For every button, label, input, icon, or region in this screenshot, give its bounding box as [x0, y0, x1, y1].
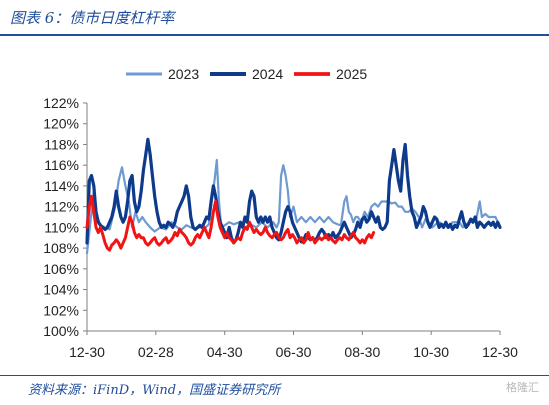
y-tick-label: 108% — [43, 240, 79, 256]
legend-label-2024: 2024 — [252, 66, 283, 82]
y-tick-label: 100% — [43, 323, 79, 339]
series-line-2025 — [85, 194, 376, 252]
y-tick-label: 120% — [43, 116, 79, 132]
chart-legend: 2023 2024 2025 — [126, 66, 367, 82]
x-tick-label: 04-30 — [207, 344, 243, 360]
x-tick-label: 06-30 — [276, 344, 312, 360]
figure-title: 图表 6：债市日度杠杆率 — [10, 9, 175, 27]
y-tick-label: 122% — [43, 95, 79, 111]
y-tick-label: 106% — [43, 261, 79, 277]
x-tick-label: 12-30 — [482, 344, 518, 360]
y-tick-label: 112% — [44, 199, 79, 215]
x-tick-label: 08-30 — [344, 344, 380, 360]
x-tick-label: 12-30 — [69, 344, 105, 360]
y-tick-label: 102% — [43, 302, 79, 318]
footer-divider — [0, 375, 549, 376]
y-tick-label: 104% — [43, 282, 79, 298]
x-axis: 12-30 02-28 04-30 06-30 08-30 10-30 12-30 — [69, 330, 518, 360]
series-line-2023 — [85, 158, 499, 255]
x-tick-label: 02-28 — [138, 344, 174, 360]
series-layer — [85, 137, 502, 255]
y-tick-label: 110% — [44, 219, 79, 235]
y-tick-label: 114% — [44, 178, 79, 194]
y-tick-label: 118% — [44, 136, 79, 152]
watermark: 格隆汇 — [506, 381, 539, 394]
y-axis: 100% 102% 104% 106% 108% 110% 112% 114% 116% 118%… — [43, 95, 88, 339]
header-divider — [0, 34, 549, 36]
legend-label-2023: 2023 — [168, 66, 199, 82]
series-line-2024 — [85, 137, 502, 245]
legend-label-2025: 2025 — [336, 66, 367, 82]
y-tick-label: 116% — [44, 157, 79, 173]
x-tick-label: 10-30 — [413, 344, 449, 360]
source-note: 资料来源：iFinD，Wind，国盛证券研究所 — [28, 383, 281, 398]
